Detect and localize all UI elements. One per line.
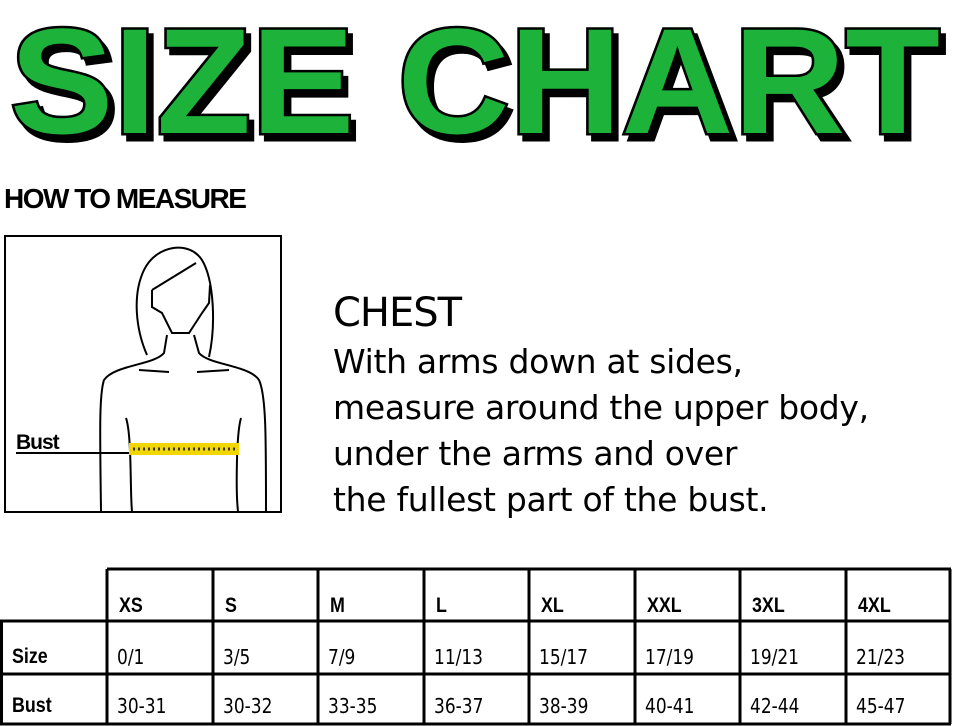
table-cell: 30-32: [223, 694, 273, 718]
column-header: M: [330, 594, 345, 617]
table-cell: 7/9: [328, 645, 356, 669]
column-header: S: [225, 594, 237, 617]
table-cell: 42-44: [750, 694, 800, 718]
row-label: Bust: [12, 694, 52, 717]
table-cell: 0/1: [117, 645, 145, 669]
table-cell: 30-31: [117, 694, 167, 718]
table-grid: [0, 567, 952, 726]
table-cell: 19/21: [750, 645, 799, 669]
instruction-line: With arms down at sides,: [333, 342, 743, 381]
bust-label: Bust: [16, 431, 60, 454]
table-cell: 38-39: [539, 694, 589, 718]
table-cell: 3/5: [223, 645, 251, 669]
table-cell: 36-37: [434, 694, 484, 718]
column-header: XXL: [647, 594, 682, 617]
column-header: 4XL: [858, 594, 891, 617]
woman-outline-illustration: Bust: [4, 235, 282, 513]
table-cell: 15/17: [539, 645, 588, 669]
size-table: XS S M L XL XXL 3XL 4XL Size 0/1 3/5 7/9 11/13 15/17 1…: [0, 567, 953, 726]
table-cell: 11/13: [434, 645, 483, 669]
column-header: XL: [541, 594, 564, 617]
table-cell: 40-41: [645, 694, 695, 718]
column-header: 3XL: [752, 594, 785, 617]
table-cell: 21/23: [856, 645, 905, 669]
title-text: SIZE CHART: [10, 0, 940, 150]
row-label: Size: [12, 645, 48, 668]
how-to-measure-heading: HOW TO MEASURE: [4, 183, 247, 214]
instruction-line: the fullest part of the bust.: [333, 480, 769, 519]
table-cell: 17/19: [645, 645, 694, 669]
measure-figure: Bust: [4, 235, 282, 513]
table-cell: 33-35: [328, 694, 378, 718]
instruction-line: under the arms and over: [333, 434, 738, 473]
instruction-line: measure around the upper body,: [333, 388, 869, 427]
column-header: L: [436, 594, 447, 617]
column-header: XS: [119, 594, 143, 617]
chest-heading: CHEST: [333, 290, 462, 336]
size-chart-title: SIZE CHART: [8, 0, 943, 150]
table-cell: 45-47: [856, 694, 906, 718]
